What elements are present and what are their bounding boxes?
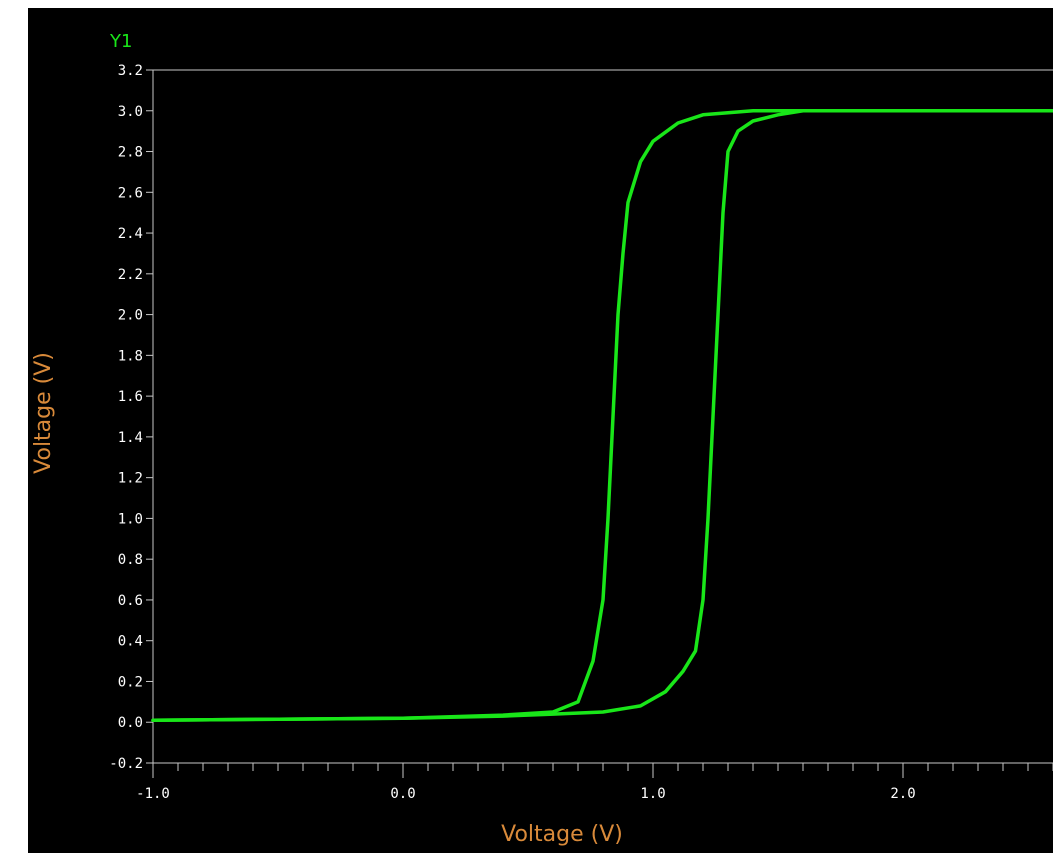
- y-tick-label: 2.4: [118, 226, 143, 242]
- x-axis-label: Voltage (V): [501, 822, 623, 847]
- x-tick-label: -1.0: [136, 786, 170, 802]
- y-tick-label: 3.0: [118, 104, 143, 120]
- y-tick-label: 3.2: [118, 63, 143, 79]
- series-tag-y1: Y1: [109, 31, 132, 52]
- y-tick-label: 1.2: [118, 471, 143, 487]
- y-tick-label: 2.6: [118, 185, 143, 201]
- x-tick-label: 1.0: [640, 786, 665, 802]
- y-tick-label: 0.0: [118, 715, 143, 731]
- y-tick-label: 1.4: [118, 430, 143, 446]
- y-axis-label: Voltage (V): [31, 352, 56, 474]
- chart: Y1 -0.2 0.0 0.2 0.4 0.6 0.8 1.0 1.2 1.4 1.6 1.8 2.0…: [31, 31, 1053, 847]
- y-tick-label: 0.8: [118, 552, 143, 568]
- y-tick-label: 2.2: [118, 267, 143, 283]
- y-tick-label: 0.6: [118, 593, 143, 609]
- series-line-1: [151, 109, 1053, 722]
- x-tick-label: 0.0: [390, 786, 415, 802]
- y-tick-label: 0.2: [118, 674, 143, 690]
- trace-group: [151, 109, 1053, 722]
- plot-window: Y1 -0.2 0.0 0.2 0.4 0.6 0.8 1.0 1.2 1.4 1.6 1.8 2.0…: [28, 8, 1053, 853]
- y-tick-label: 1.8: [118, 348, 143, 364]
- y-tick-label: 2.8: [118, 145, 143, 161]
- y-tick-label: 0.4: [118, 634, 143, 650]
- y-tick-label: 1.6: [118, 389, 143, 405]
- x-tick-label: 2.0: [890, 786, 915, 802]
- y-tick-label: 1.0: [118, 511, 143, 527]
- plot-axes: -0.2 0.0 0.2 0.4 0.6 0.8 1.0 1.2 1.4 1.6 1.8 2.0 2.2…: [109, 63, 1053, 802]
- y-tick-label: -0.2: [109, 756, 143, 772]
- series-line-2: [151, 109, 1053, 722]
- y-tick-label: 2.0: [118, 308, 143, 324]
